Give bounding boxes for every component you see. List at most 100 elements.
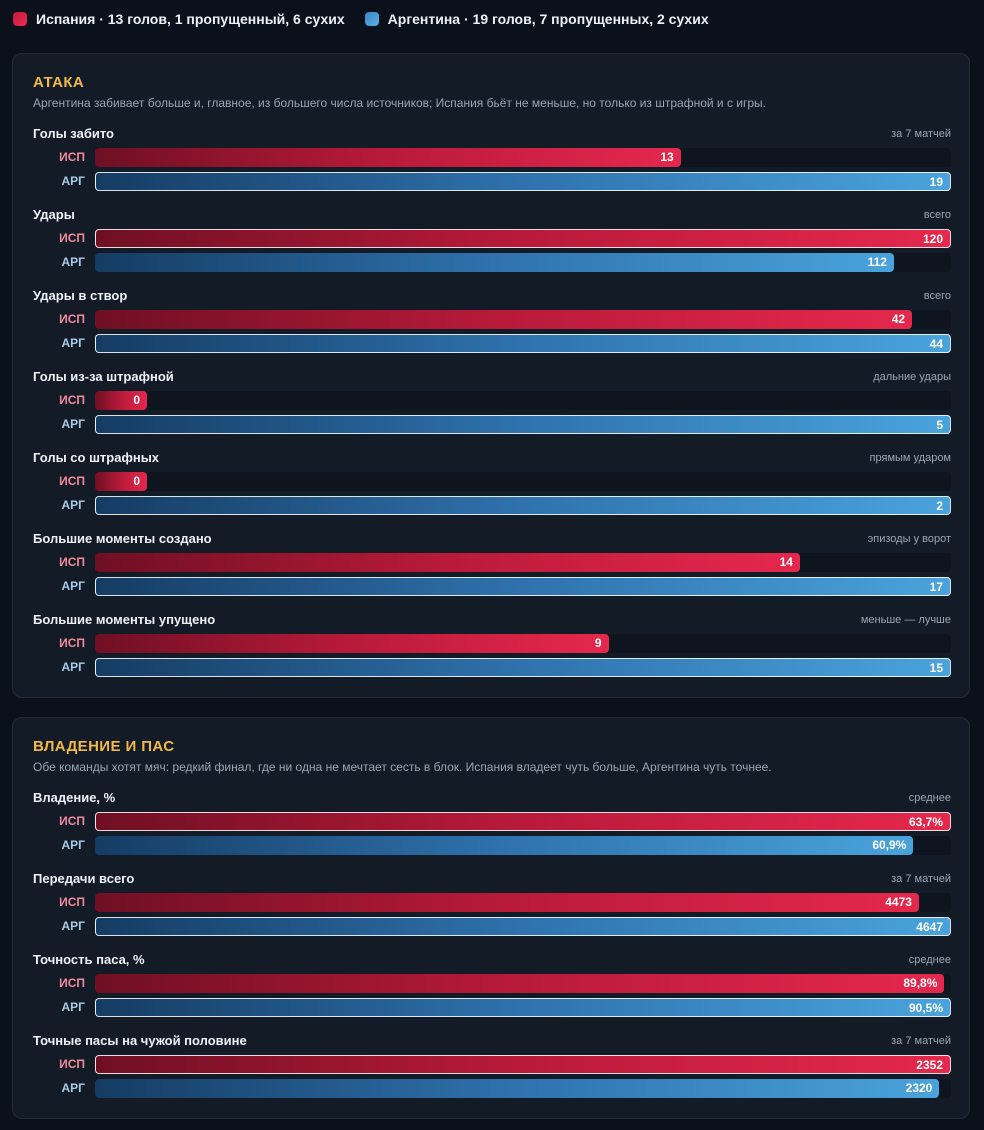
legend-label-spain: Испания · 13 голов, 1 пропущенный, 6 сух… [36,11,345,27]
panel-title: АТАКА [33,74,85,91]
argentina-row: АРГ 112 [33,253,951,272]
spain-bar: 14 [95,553,800,572]
bar-value-label: 4473 [885,895,912,909]
metric-note: среднее [908,792,951,804]
possession-panel: ВЛАДЕНИЕ И ПАС Обе команды хотят мяч: ре… [12,717,970,1119]
argentina-bar: 90,5% [95,998,951,1017]
spain-row-label: ИСП [59,895,85,909]
argentina-bar: 15 [95,658,951,677]
metric-name: Точность паса, % [33,952,145,967]
bar-track: 89,8% [95,974,951,993]
argentina-row-label: АРГ [61,1000,85,1014]
spain-row: ИСП 42 [33,310,951,329]
bar-value-label: 63,7% [908,815,943,829]
metric-note: за 7 матчей [891,873,951,885]
bar-value-label: 14 [779,555,793,569]
metric-note: эпизоды у ворот [867,533,951,545]
bar-track: 0 [95,472,951,491]
metric-group: Большие моменты упущено меньше — лучше ИСП… [33,612,951,678]
bar-track: 0 [95,391,951,410]
argentina-row: АРГ 17 [33,577,951,596]
spain-row: ИСП 9 [33,634,951,653]
bar-track: 19 [95,172,951,191]
bar-track: 120 [95,229,951,248]
bar-value-label: 2352 [916,1058,943,1072]
argentina-bar: 17 [95,577,951,596]
bar-value-label: 0 [133,393,140,407]
argentina-row: АРГ 15 [33,658,951,677]
metric-note: среднее [908,954,951,966]
spain-row: ИСП 13 [33,148,951,167]
bar-track: 60,9% [95,836,951,855]
bar-track: 90,5% [95,998,951,1017]
argentina-bar: 2320 [95,1079,940,1098]
bar-value-label: 9 [594,636,602,650]
spain-row: ИСП 14 [33,553,951,572]
metric-name: Владение, % [33,790,116,805]
argentina-bar: 2 [95,496,951,515]
argentina-row-label: АРГ [61,1081,85,1095]
bar-track: 4647 [95,917,951,936]
argentina-row: АРГ 2320 [33,1079,951,1098]
spain-row-label: ИСП [59,1057,85,1071]
spain-bar: 63,7% [95,812,951,831]
bar-track: 15 [95,658,951,677]
spain-bar: 0 [95,391,147,410]
argentina-row-label: АРГ [61,579,85,593]
metric-name: Голы забито [33,126,114,141]
panel-title: ВЛАДЕНИЕ И ПАС [33,738,175,755]
spain-bar: 120 [95,229,951,248]
bar-track: 14 [95,553,951,572]
bar-track: 13 [95,148,951,167]
bar-track: 2320 [95,1079,951,1098]
argentina-row-label: АРГ [61,838,85,852]
legend-item-spain: Испания · 13 голов, 1 пропущенный, 6 сух… [13,11,345,27]
argentina-row-label: АРГ [61,255,85,269]
bar-value-label: 19 [929,175,943,189]
argentina-row: АРГ 19 [33,172,951,191]
spain-row-label: ИСП [59,312,85,326]
bar-value-label: 42 [891,312,906,326]
bar-value-label: 112 [867,255,887,269]
panel-subtitle: Обе команды хотят мяч: редкий финал, где… [33,760,772,774]
bar-value-label: 17 [929,580,943,594]
bar-value-label: 120 [922,232,943,246]
metric-name: Удары в створ [33,288,128,303]
metric-name: Большие моменты упущено [33,612,216,627]
bar-value-label: 2320 [905,1081,933,1095]
bar-value-label: 4647 [916,920,943,934]
bar-value-label: 15 [929,661,943,675]
legend-label-argentina: Аргентина · 19 голов, 7 пропущенных, 2 с… [387,11,709,27]
metric-group: Удары в створ всего ИСП 42 АРГ 44 [33,288,951,354]
metric-group: Голы со штрафных прямым ударом ИСП 0 АРГ 2 [33,450,951,516]
argentina-row: АРГ 5 [33,415,951,434]
argentina-row-label: АРГ [61,336,85,350]
spain-bar: 2352 [95,1055,951,1074]
bar-track: 4473 [95,893,951,912]
metric-group: Голы из-за штрафной дальние удары ИСП 0 АРГ 5 [33,369,951,435]
metric-group: Владение, % среднее ИСП 63,7% АРГ 60,9% [33,790,951,856]
bar-track: 112 [95,253,951,272]
argentina-row: АРГ 90,5% [33,998,951,1017]
bar-value-label: 89,8% [903,976,938,990]
spain-row-label: ИСП [59,976,85,990]
bar-value-label: 60,9% [872,838,907,852]
metric-note: меньше — лучше [860,614,951,626]
bar-track: 17 [95,577,951,596]
spain-bar: 89,8% [95,974,945,993]
argentina-bar: 19 [95,172,951,191]
argentina-row: АРГ 60,9% [33,836,951,855]
bar-value-label: 5 [936,418,943,432]
panel-subtitle: Аргентина забивает больше и, главное, из… [33,96,767,110]
bar-track: 9 [95,634,951,653]
bar-value-label: 90,5% [908,1001,943,1015]
spain-bar: 4473 [95,893,919,912]
bar-track: 42 [95,310,951,329]
metric-group: Точность паса, % среднее ИСП 89,8% АРГ 90,5% [33,952,951,1018]
spain-row: ИСП 120 [33,229,951,248]
argentina-row-label: АРГ [61,498,85,512]
argentina-bar: 112 [95,253,894,272]
argentina-row-label: АРГ [61,919,85,933]
spain-row-label: ИСП [59,150,85,164]
bar-value-label: 2 [936,499,943,513]
